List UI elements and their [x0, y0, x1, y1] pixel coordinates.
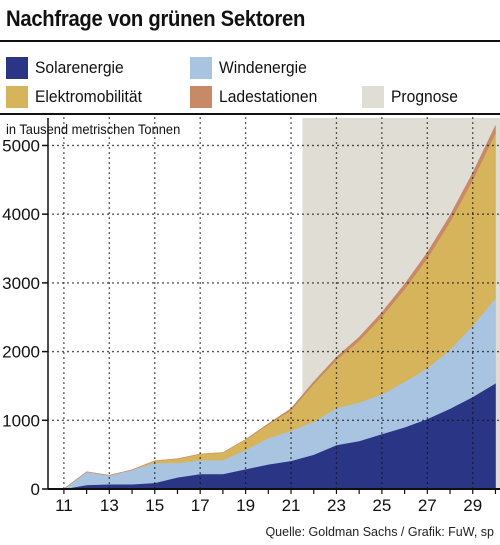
- y-tick-label: 2000: [2, 343, 40, 362]
- legend-label-ladestationen: Ladestationen: [219, 87, 318, 106]
- legend-item-prognose: Prognose: [362, 86, 464, 108]
- legend-rule: [0, 113, 500, 115]
- legend-swatch-elektromobilitaet: [6, 86, 28, 108]
- legend-item-windenergie: Windenergie: [190, 57, 314, 79]
- x-tick-label: 29: [463, 496, 482, 515]
- legend-item-solarenergie: Solarenergie: [6, 57, 131, 79]
- x-tick-label: 23: [327, 496, 346, 515]
- y-tick-label: 0: [31, 480, 40, 499]
- legend-item-ladestationen: Ladestationen: [190, 86, 326, 108]
- x-tick-label: 27: [418, 496, 437, 515]
- y-tick-label: 5000: [2, 136, 40, 155]
- legend-label-solarenergie: Solarenergie: [35, 58, 124, 77]
- y-axis-unit-label: in Tausend metrischen Tonnen: [6, 121, 181, 137]
- legend-swatch-prognose: [362, 86, 384, 108]
- legend-label-windenergie: Windenergie: [219, 58, 307, 77]
- x-tick-label: 15: [145, 496, 164, 515]
- y-tick-label: 3000: [2, 274, 40, 293]
- x-tick-label: 11: [55, 496, 73, 515]
- legend-swatch-solarenergie: [6, 57, 28, 79]
- x-tick-label: 25: [372, 496, 391, 515]
- legend-item-elektromobilitaet: Elektromobilität: [6, 86, 151, 108]
- x-tick-label: 13: [100, 496, 119, 515]
- y-tick-label: 1000: [2, 411, 40, 430]
- x-tick-label: 19: [236, 496, 255, 515]
- legend-swatch-windenergie: [190, 57, 212, 79]
- title-rule: [0, 40, 500, 42]
- x-tick-label: 21: [282, 496, 301, 515]
- source-note: Quelle: Goldman Sachs / Grafik: FuW, sp: [265, 525, 494, 539]
- chart-title: Nachfrage von grünen Sektoren: [6, 6, 306, 31]
- x-tick-label: 17: [191, 496, 210, 515]
- legend-label-elektromobilitaet: Elektromobilität: [35, 87, 142, 106]
- legend-label-prognose: Prognose: [391, 87, 458, 106]
- y-tick-label: 4000: [2, 205, 40, 224]
- legend-swatch-ladestationen: [190, 86, 212, 108]
- area-series-ladestationen: [63, 125, 496, 490]
